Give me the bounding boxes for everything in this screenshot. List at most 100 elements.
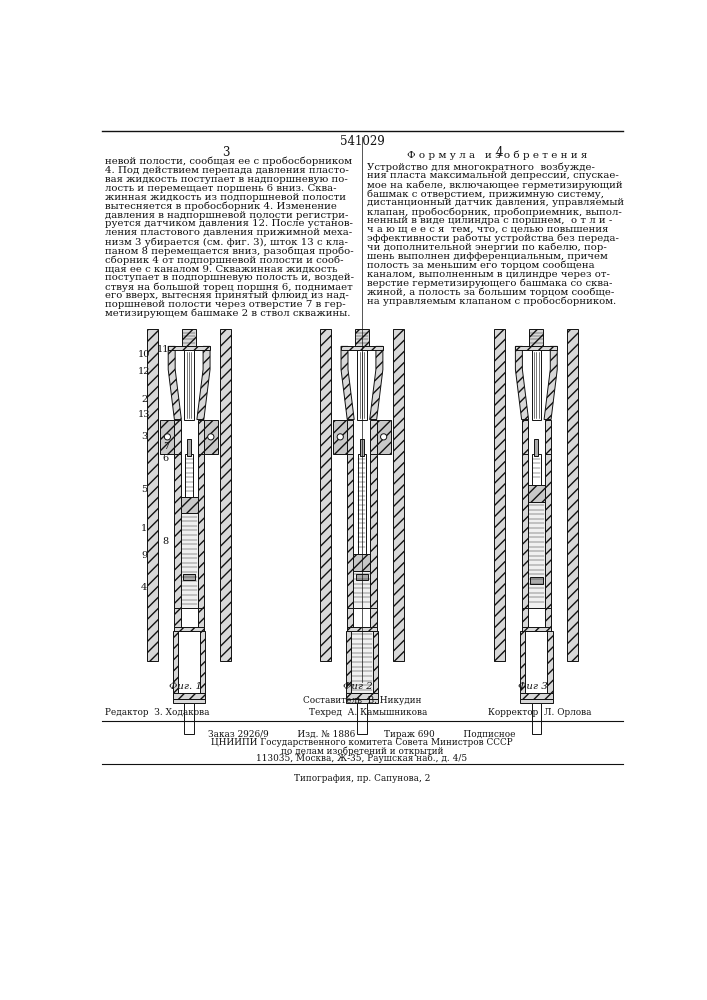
Bar xyxy=(357,350,367,420)
Polygon shape xyxy=(515,346,529,420)
Text: поступает в подпоршневую полость и, воздей-: поступает в подпоршневую полость и, возд… xyxy=(105,273,354,282)
Text: полость за меньшим его торцом сообщена: полость за меньшим его торцом сообщена xyxy=(368,261,595,270)
Bar xyxy=(530,577,542,584)
Bar xyxy=(347,608,354,631)
Text: каналом, выполненным в цилиндре через от-: каналом, выполненным в цилиндре через от… xyxy=(368,270,610,279)
Text: щая ее с каналом 9. Скважинная жидкость: щая ее с каналом 9. Скважинная жидкость xyxy=(105,264,338,273)
Bar xyxy=(567,329,578,661)
Bar xyxy=(175,454,180,608)
Bar xyxy=(530,329,543,346)
Circle shape xyxy=(380,434,387,440)
Bar xyxy=(356,574,368,580)
Text: 2: 2 xyxy=(141,395,147,404)
Text: на управляемым клапаном с пробосборником.: на управляемым клапаном с пробосборником… xyxy=(368,296,617,306)
Bar xyxy=(185,350,194,420)
Text: вытесняется в пробосборник 4. Изменение: вытесняется в пробосборник 4. Изменение xyxy=(105,202,337,211)
Bar xyxy=(220,329,231,661)
Bar xyxy=(532,454,541,485)
Bar xyxy=(545,420,551,454)
Text: паном 8 перемещается вниз, разобщая пробо-: паном 8 перемещается вниз, разобщая проб… xyxy=(105,246,354,256)
Bar xyxy=(185,703,194,734)
Polygon shape xyxy=(544,346,557,420)
Text: башмак с отверстием, прижимную систему,: башмак с отверстием, прижимную систему, xyxy=(368,189,604,199)
Bar xyxy=(358,454,366,554)
Bar xyxy=(528,485,545,502)
Bar xyxy=(320,329,331,661)
Text: 6: 6 xyxy=(163,454,169,463)
Bar xyxy=(522,608,528,631)
Polygon shape xyxy=(341,346,354,420)
Bar xyxy=(182,329,196,346)
Bar xyxy=(198,454,204,608)
Bar xyxy=(393,329,404,661)
Text: Редактор  З. Ходакова: Редактор З. Ходакова xyxy=(105,708,210,717)
Text: Заказ 2926/9          Изд. № 1886          Тираж 690          Подписное: Заказ 2926/9 Изд. № 1886 Тираж 690 Подпи… xyxy=(208,730,515,739)
Bar xyxy=(183,574,195,580)
Text: 12: 12 xyxy=(138,367,151,376)
Polygon shape xyxy=(168,346,182,420)
Text: по делам изобретений и открытий: по делам изобретений и открытий xyxy=(281,746,443,756)
Bar xyxy=(175,627,204,631)
Text: 4: 4 xyxy=(496,146,503,159)
Text: 8: 8 xyxy=(163,537,169,546)
Text: 4. Под действием перепада давления пласто-: 4. Под действием перепада давления пласт… xyxy=(105,166,349,175)
Text: 4: 4 xyxy=(141,583,147,592)
Text: невой полости, сообщая ее с пробосборником: невой полости, сообщая ее с пробосборник… xyxy=(105,157,352,166)
Bar xyxy=(204,420,218,454)
Polygon shape xyxy=(197,346,210,420)
Text: руется датчиком давления 12. После установ-: руется датчиком давления 12. После устан… xyxy=(105,219,354,228)
Bar xyxy=(198,608,204,631)
Text: 1: 1 xyxy=(141,524,147,533)
Bar xyxy=(341,346,383,350)
Text: 7: 7 xyxy=(163,442,169,451)
Bar xyxy=(346,693,378,699)
Text: давления в надпоршневой полости регистри-: давления в надпоршневой полости регистри… xyxy=(105,211,349,220)
Bar xyxy=(354,554,370,571)
Polygon shape xyxy=(370,346,383,420)
Bar xyxy=(528,502,545,608)
Bar xyxy=(515,346,557,350)
Text: метизирующем башмаке 2 в ствол скважины.: метизирующем башмаке 2 в ствол скважины. xyxy=(105,309,351,318)
Bar xyxy=(545,454,551,608)
Bar xyxy=(522,454,528,608)
Text: 9: 9 xyxy=(141,551,147,560)
Bar xyxy=(175,420,180,454)
Text: его вверх, вытесняя принятый флюид из над-: его вверх, вытесняя принятый флюид из на… xyxy=(105,291,349,300)
Text: 3: 3 xyxy=(223,146,230,159)
Bar xyxy=(522,627,551,631)
Text: 10: 10 xyxy=(138,350,151,359)
Text: ненный в виде цилиндра с поршнем,  о т л и -: ненный в виде цилиндра с поршнем, о т л … xyxy=(368,216,613,225)
Text: поршневой полости через отверстие 7 в гер-: поршневой полости через отверстие 7 в ге… xyxy=(105,300,346,309)
Text: ч а ю щ е е с я  тем, что, с целью повышения: ч а ю щ е е с я тем, что, с целью повыше… xyxy=(368,225,609,234)
Text: Фиг 2: Фиг 2 xyxy=(343,682,373,691)
Bar xyxy=(370,454,377,608)
Bar xyxy=(200,631,206,693)
Bar xyxy=(370,420,377,454)
Text: Типография, пр. Сапунова, 2: Типография, пр. Сапунова, 2 xyxy=(294,774,430,783)
Bar xyxy=(354,571,370,608)
Bar xyxy=(545,608,551,631)
Bar xyxy=(520,631,525,693)
Bar xyxy=(346,699,378,703)
Bar xyxy=(168,346,210,350)
Bar xyxy=(347,420,354,454)
Text: ления пластового давления прижимной меха-: ления пластового давления прижимной меха… xyxy=(105,228,353,237)
Bar xyxy=(175,608,180,631)
Text: 5: 5 xyxy=(141,485,147,494)
Text: 3: 3 xyxy=(141,432,147,441)
Bar xyxy=(355,329,369,346)
Text: шень выполнен дифференциальным, причем: шень выполнен дифференциальным, причем xyxy=(368,252,608,261)
Bar xyxy=(520,693,553,699)
Text: ствуя на большой торец поршня 6, поднимает: ствуя на большой торец поршня 6, поднима… xyxy=(105,282,354,292)
Bar xyxy=(547,631,553,693)
Bar xyxy=(178,631,200,693)
Bar xyxy=(534,439,538,456)
Circle shape xyxy=(164,434,170,440)
Text: Корректор  Л. Орлова: Корректор Л. Орлова xyxy=(488,708,591,717)
Text: Устройство для многократного  возбужде-: Устройство для многократного возбужде- xyxy=(368,162,595,172)
Bar xyxy=(347,454,354,608)
Text: 11: 11 xyxy=(157,345,170,354)
Bar xyxy=(147,329,158,661)
Bar xyxy=(351,631,373,693)
Bar xyxy=(520,699,553,703)
